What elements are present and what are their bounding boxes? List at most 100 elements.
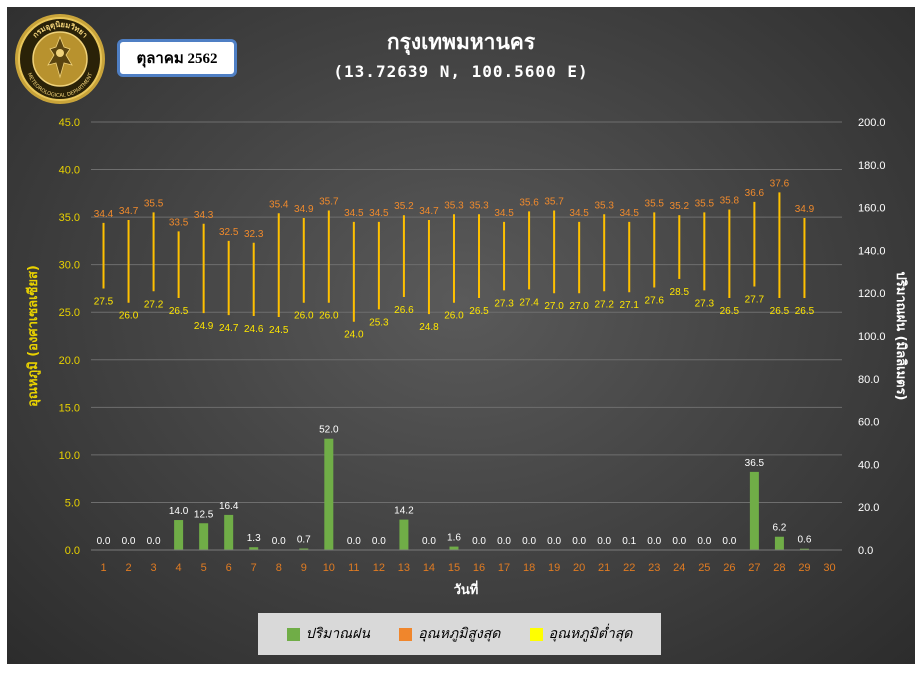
left-tick-label: 35.0 — [59, 212, 80, 224]
x-tick-label: 1 — [100, 562, 106, 574]
min-temp-label: 27.2 — [144, 299, 164, 310]
max-temp-label: 35.3 — [594, 200, 614, 211]
x-tick-label: 16 — [473, 562, 485, 574]
rain-value-label: 0.0 — [672, 536, 686, 547]
min-temp-label: 24.7 — [219, 323, 239, 334]
min-temp-label: 27.0 — [544, 301, 564, 312]
max-temp-label: 35.5 — [144, 198, 164, 209]
rain-bar — [799, 548, 809, 550]
x-tick-label: 24 — [673, 562, 685, 574]
legend-swatch-rain — [286, 627, 300, 641]
max-temp-label: 35.3 — [469, 200, 489, 211]
max-temp-label: 34.7 — [419, 206, 439, 217]
left-axis-ticks: 0.0 5.0 10.0 15.0 20.0 25.0 30.0 35.0 40.0 45.0 — [59, 117, 80, 557]
max-temp-label: 37.6 — [770, 178, 790, 189]
left-tick-label: 25.0 — [59, 307, 80, 319]
x-tick-label: 18 — [523, 562, 535, 574]
x-tick-label: 30 — [823, 562, 835, 574]
max-temp-label: 35.3 — [444, 200, 464, 211]
min-temp-labels: 27.5 26.0 27.2 26.5 24.9 24.7 24.6 24.5 26.0 26.0… — [94, 287, 815, 341]
min-temp-label: 24.0 — [344, 330, 364, 341]
rain-value-label: 0.0 — [472, 536, 486, 547]
rain-bar — [199, 523, 209, 550]
gridlines — [91, 121, 842, 503]
right-tick-label: 100.0 — [858, 331, 886, 343]
min-temp-label: 26.5 — [770, 306, 790, 317]
min-temp-label: 24.9 — [194, 321, 214, 332]
right-axis-ticks: 0.0 20.0 40.0 60.0 80.0 100.0 120.0 140.0 160.0 1… — [858, 117, 886, 557]
min-temp-label: 26.0 — [444, 311, 464, 322]
rain-bars — [174, 438, 809, 550]
legend-item-rain: ปริมาณฝน — [286, 623, 370, 645]
chart-title: กรุงเทพมหานคร — [386, 30, 536, 54]
min-temp-label: 28.5 — [670, 287, 690, 298]
rain-value-label: 6.2 — [772, 523, 786, 534]
right-tick-label: 180.0 — [858, 160, 886, 172]
max-temp-label: 35.2 — [670, 201, 690, 212]
legend: ปริมาณฝน อุณหภูมิสูงสุด อุณหภูมิต่ำสุด — [258, 613, 661, 655]
x-tick-label: 13 — [398, 562, 410, 574]
min-temp-label: 26.6 — [394, 305, 414, 316]
rain-bar — [774, 536, 784, 550]
max-temp-label: 35.8 — [720, 196, 740, 207]
right-tick-label: 80.0 — [858, 374, 879, 386]
min-temp-label: 26.5 — [795, 306, 815, 317]
rain-value-label: 0.0 — [372, 536, 386, 547]
rain-value-label: 14.0 — [169, 506, 189, 517]
x-tick-label: 20 — [573, 562, 585, 574]
x-tick-label: 14 — [423, 562, 435, 574]
left-tick-label: 45.0 — [59, 117, 80, 129]
rain-value-label: 0.0 — [647, 536, 661, 547]
max-temp-label: 35.4 — [269, 199, 289, 210]
max-temp-label: 36.6 — [745, 188, 765, 199]
x-tick-label: 27 — [748, 562, 760, 574]
max-temp-labels: 34.4 34.7 35.5 33.5 34.3 32.5 32.3 35.4 34.9 35.7… — [94, 178, 815, 239]
max-temp-label: 34.7 — [119, 206, 139, 217]
right-tick-label: 120.0 — [858, 288, 886, 300]
rain-value-label: 0.0 — [122, 536, 136, 547]
chart-subtitle: (13.72639 N, 100.5600 E) — [333, 62, 589, 81]
rain-bar — [449, 546, 459, 550]
rain-value-label: 0.1 — [622, 536, 636, 547]
rain-value-label: 12.5 — [194, 509, 214, 520]
left-tick-label: 5.0 — [65, 497, 80, 509]
right-tick-label: 0.0 — [858, 545, 873, 557]
min-temp-label: 27.0 — [569, 301, 589, 312]
rain-bar — [749, 471, 759, 550]
min-temp-label: 27.7 — [745, 295, 765, 306]
min-temp-label: 27.2 — [594, 299, 614, 310]
max-temp-label: 34.5 — [344, 208, 364, 219]
max-temp-label: 35.7 — [544, 196, 564, 207]
max-temp-label: 34.9 — [795, 204, 815, 215]
rain-bar — [324, 438, 334, 550]
max-temp-label: 33.5 — [169, 217, 189, 228]
rain-value-label: 0.6 — [797, 535, 811, 546]
left-tick-label: 0.0 — [65, 545, 80, 557]
rain-value-label: 1.6 — [447, 533, 461, 544]
rain-bar — [299, 548, 309, 550]
x-tick-label: 15 — [448, 562, 460, 574]
min-temp-label: 27.1 — [619, 300, 639, 311]
legend-item-max-temp: อุณหภูมิสูงสุด — [399, 623, 500, 645]
x-tick-label: 8 — [276, 562, 282, 574]
rain-value-label: 0.7 — [297, 535, 311, 546]
rain-value-label: 0.0 — [547, 536, 561, 547]
max-temp-label: 34.5 — [619, 208, 639, 219]
x-tick-label: 2 — [125, 562, 131, 574]
chart-background — [7, 7, 915, 664]
right-tick-label: 40.0 — [858, 459, 879, 471]
rain-value-label: 1.3 — [247, 533, 261, 544]
min-temp-label: 26.5 — [720, 306, 740, 317]
x-tick-label: 10 — [323, 562, 335, 574]
x-tick-label: 11 — [348, 562, 359, 574]
x-axis-ticks: 1 2 3 4 5 6 7 8 9 10 11 12 13 14 15 16 17 18 19 20 21 22 23 24 2… — [100, 562, 835, 574]
x-axis-title: วันที่ — [454, 580, 479, 598]
x-tick-label: 4 — [176, 562, 182, 574]
rain-value-label: 0.0 — [497, 536, 511, 547]
legend-swatch-max-temp — [399, 627, 413, 641]
x-tick-label: 28 — [773, 562, 785, 574]
rain-bar — [174, 520, 184, 550]
legend-label-rain: ปริมาณฝน — [305, 626, 370, 642]
